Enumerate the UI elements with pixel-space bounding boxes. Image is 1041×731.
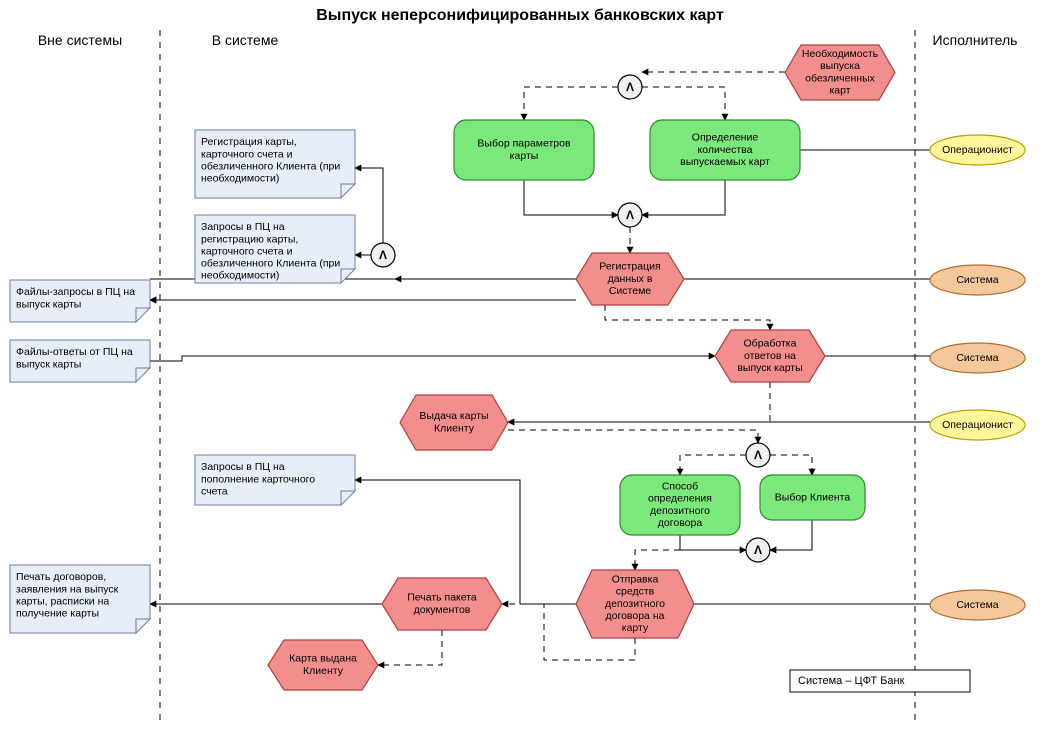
svg-text:карты, расписки на: карты, расписки на	[16, 595, 109, 607]
svg-text:карточного счета и: карточного счета и	[201, 148, 293, 160]
edge	[355, 168, 383, 243]
diagram-title: Выпуск неперсонифицированных банковских …	[316, 7, 724, 24]
svg-text:ответов на: ответов на	[744, 350, 796, 362]
svg-text:договора: договора	[658, 517, 703, 529]
svg-text:Запросы в ПЦ на: Запросы в ПЦ на	[201, 221, 285, 233]
svg-text:Операционист: Операционист	[942, 419, 1013, 431]
edge	[680, 455, 746, 475]
svg-text:Операционист: Операционист	[942, 144, 1013, 156]
edge	[378, 630, 442, 665]
svg-text:Определение: Определение	[692, 132, 759, 144]
svg-text:Регистрация: Регистрация	[599, 261, 660, 273]
svg-text:Система: Система	[956, 274, 998, 286]
svg-text:Регистрация карты,: Регистрация карты,	[201, 136, 297, 148]
svg-text:Λ: Λ	[754, 448, 762, 462]
svg-text:счета: счета	[201, 485, 228, 497]
svg-text:средств: средств	[616, 586, 655, 598]
svg-text:выпуск карты: выпуск карты	[16, 298, 81, 310]
svg-text:необходимости): необходимости)	[201, 172, 279, 184]
column-label: В системе	[212, 32, 279, 48]
svg-text:Карта выдана: Карта выдана	[289, 653, 357, 665]
svg-text:Выдача карты: Выдача карты	[419, 410, 488, 422]
edge	[680, 535, 746, 550]
svg-text:выпускаемых карт: выпускаемых карт	[680, 156, 770, 168]
svg-text:Выбор параметров: Выбор параметров	[477, 138, 571, 150]
svg-text:определения: определения	[648, 493, 712, 505]
svg-text:регистрацию карты,: регистрацию карты,	[201, 233, 298, 245]
svg-text:Выбор Клиента: Выбор Клиента	[775, 491, 851, 503]
svg-text:выпуск карты: выпуск карты	[737, 362, 802, 374]
legend-text: Система – ЦФТ Банк	[798, 675, 905, 687]
svg-text:Файлы-ответы от ПЦ на: Файлы-ответы от ПЦ на	[16, 346, 133, 358]
svg-text:Системе: Системе	[609, 285, 651, 297]
svg-text:обезличенного Клиента (при: обезличенного Клиента (при	[201, 160, 340, 172]
svg-text:депозитного: депозитного	[605, 598, 665, 610]
svg-text:карточного счета и: карточного счета и	[201, 245, 293, 257]
edge	[635, 550, 746, 570]
svg-text:Система: Система	[956, 352, 998, 364]
svg-text:необходимости): необходимости)	[201, 270, 279, 282]
edge	[770, 520, 812, 550]
svg-text:карту: карту	[622, 622, 649, 634]
svg-text:Клиенту: Клиенту	[303, 665, 344, 677]
svg-text:получение карты: получение карты	[16, 607, 99, 619]
svg-text:данных в: данных в	[608, 273, 653, 285]
svg-text:Клиенту: Клиенту	[434, 422, 475, 434]
svg-text:количества: количества	[698, 144, 753, 156]
edge	[524, 87, 618, 120]
svg-text:Λ: Λ	[626, 208, 634, 222]
svg-text:Печать пакета: Печать пакета	[407, 592, 477, 604]
svg-text:обезличенного Клиента (при: обезличенного Клиента (при	[201, 257, 340, 269]
svg-text:договора на: договора на	[606, 610, 665, 622]
svg-text:заявления на выпуск: заявления на выпуск	[16, 583, 119, 595]
edge	[150, 356, 715, 361]
svg-text:Λ: Λ	[379, 248, 387, 262]
edge	[524, 180, 618, 215]
svg-text:выпуск карты: выпуск карты	[16, 358, 81, 370]
edge	[770, 455, 812, 475]
edge	[605, 305, 770, 330]
edge	[642, 87, 725, 120]
svg-text:карты: карты	[510, 150, 539, 162]
svg-text:документов: документов	[414, 604, 471, 616]
svg-text:Необходимость: Необходимость	[802, 48, 879, 60]
svg-text:Печать договоров,: Печать договоров,	[16, 571, 106, 583]
svg-text:Запросы в ПЦ на: Запросы в ПЦ на	[201, 461, 285, 473]
edge	[508, 382, 770, 422]
svg-text:Отправка: Отправка	[612, 574, 659, 586]
svg-text:выпуска: выпуска	[820, 60, 860, 72]
svg-text:пополнение карточного: пополнение карточного	[201, 473, 315, 485]
column-label: Исполнитель	[933, 32, 1018, 48]
edge	[508, 430, 758, 443]
edge	[642, 180, 725, 215]
svg-text:Λ: Λ	[754, 543, 762, 557]
svg-text:Обработка: Обработка	[744, 338, 797, 350]
svg-text:обезличенных: обезличенных	[805, 72, 875, 84]
svg-text:депозитного: депозитного	[650, 505, 710, 517]
column-label: Вне системы	[38, 32, 122, 48]
svg-text:Система: Система	[956, 599, 998, 611]
svg-text:Λ: Λ	[626, 80, 634, 94]
svg-text:Файлы-запросы в ПЦ на: Файлы-запросы в ПЦ на	[16, 286, 135, 298]
svg-text:карт: карт	[829, 84, 850, 96]
svg-text:Способ: Способ	[662, 481, 698, 493]
